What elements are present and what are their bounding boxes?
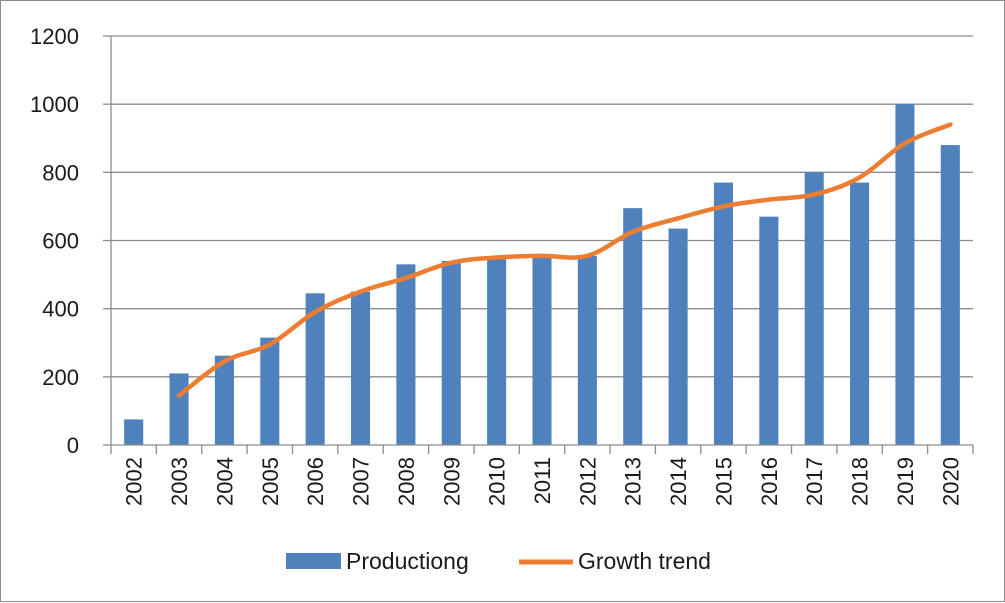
line-series — [176, 122, 953, 398]
bar — [396, 264, 416, 445]
bar — [759, 216, 779, 445]
x-tick-label: 2005 — [258, 457, 283, 506]
x-tick-label: 2004 — [212, 457, 237, 506]
x-tick-label: 2019 — [893, 457, 918, 506]
x-tick-label: 2014 — [666, 457, 691, 506]
bar — [940, 145, 960, 446]
bar — [895, 104, 915, 446]
bar — [260, 337, 280, 445]
y-tick-label: 600 — [42, 229, 79, 254]
axes — [103, 35, 974, 454]
y-tick-label: 0 — [67, 433, 79, 458]
x-tick-label: 2002 — [122, 457, 147, 506]
legend: Productiong Growth trend — [286, 548, 711, 574]
y-tick-label: 400 — [42, 297, 79, 322]
y-tick-label: 1200 — [30, 24, 79, 49]
bar — [713, 182, 734, 445]
bar — [124, 419, 144, 445]
legend-swatch-productiong — [286, 553, 341, 569]
y-tick-label: 1000 — [30, 92, 79, 117]
x-tick-label: 2013 — [621, 457, 646, 506]
y-tick-label: 200 — [42, 365, 79, 390]
bar-series — [124, 104, 960, 446]
bar — [804, 172, 824, 446]
x-tick-label: 2003 — [167, 457, 192, 506]
bar — [668, 228, 688, 445]
bar — [305, 293, 325, 445]
x-axis-tick-labels: 2002 2003 2004 2005 2006 2007 2008 2009 2010 2011… — [122, 457, 964, 506]
bar — [441, 260, 461, 445]
bar — [214, 355, 234, 445]
bar — [532, 255, 552, 445]
bar — [623, 208, 643, 445]
x-tick-label: 2018 — [848, 457, 873, 506]
x-tick-label: 2015 — [711, 457, 736, 506]
x-tick-label: 2017 — [802, 457, 827, 506]
bar — [169, 373, 189, 445]
x-tick-label: 2008 — [394, 457, 419, 506]
y-axis-tick-labels: 0 200 400 600 800 1000 1200 — [30, 24, 79, 458]
x-tick-label: 2007 — [349, 457, 374, 506]
x-tick-label: 2006 — [303, 457, 328, 506]
growth-trend-line — [176, 122, 953, 398]
x-tick-label: 2020 — [938, 457, 963, 506]
x-tick-label: 2011 — [530, 457, 555, 504]
bar — [577, 255, 597, 445]
bar — [850, 182, 870, 445]
bar — [487, 259, 507, 445]
x-tick-label: 2012 — [575, 457, 600, 506]
bar — [350, 291, 371, 445]
gridlines — [111, 35, 973, 378]
x-tick-label: 2010 — [485, 457, 510, 506]
x-tick-label: 2016 — [757, 457, 782, 506]
legend-label-growth-trend: Growth trend — [578, 548, 711, 574]
legend-label-productiong: Productiong — [346, 548, 469, 574]
x-tick-label: 2009 — [439, 457, 464, 506]
y-tick-label: 800 — [42, 160, 79, 185]
